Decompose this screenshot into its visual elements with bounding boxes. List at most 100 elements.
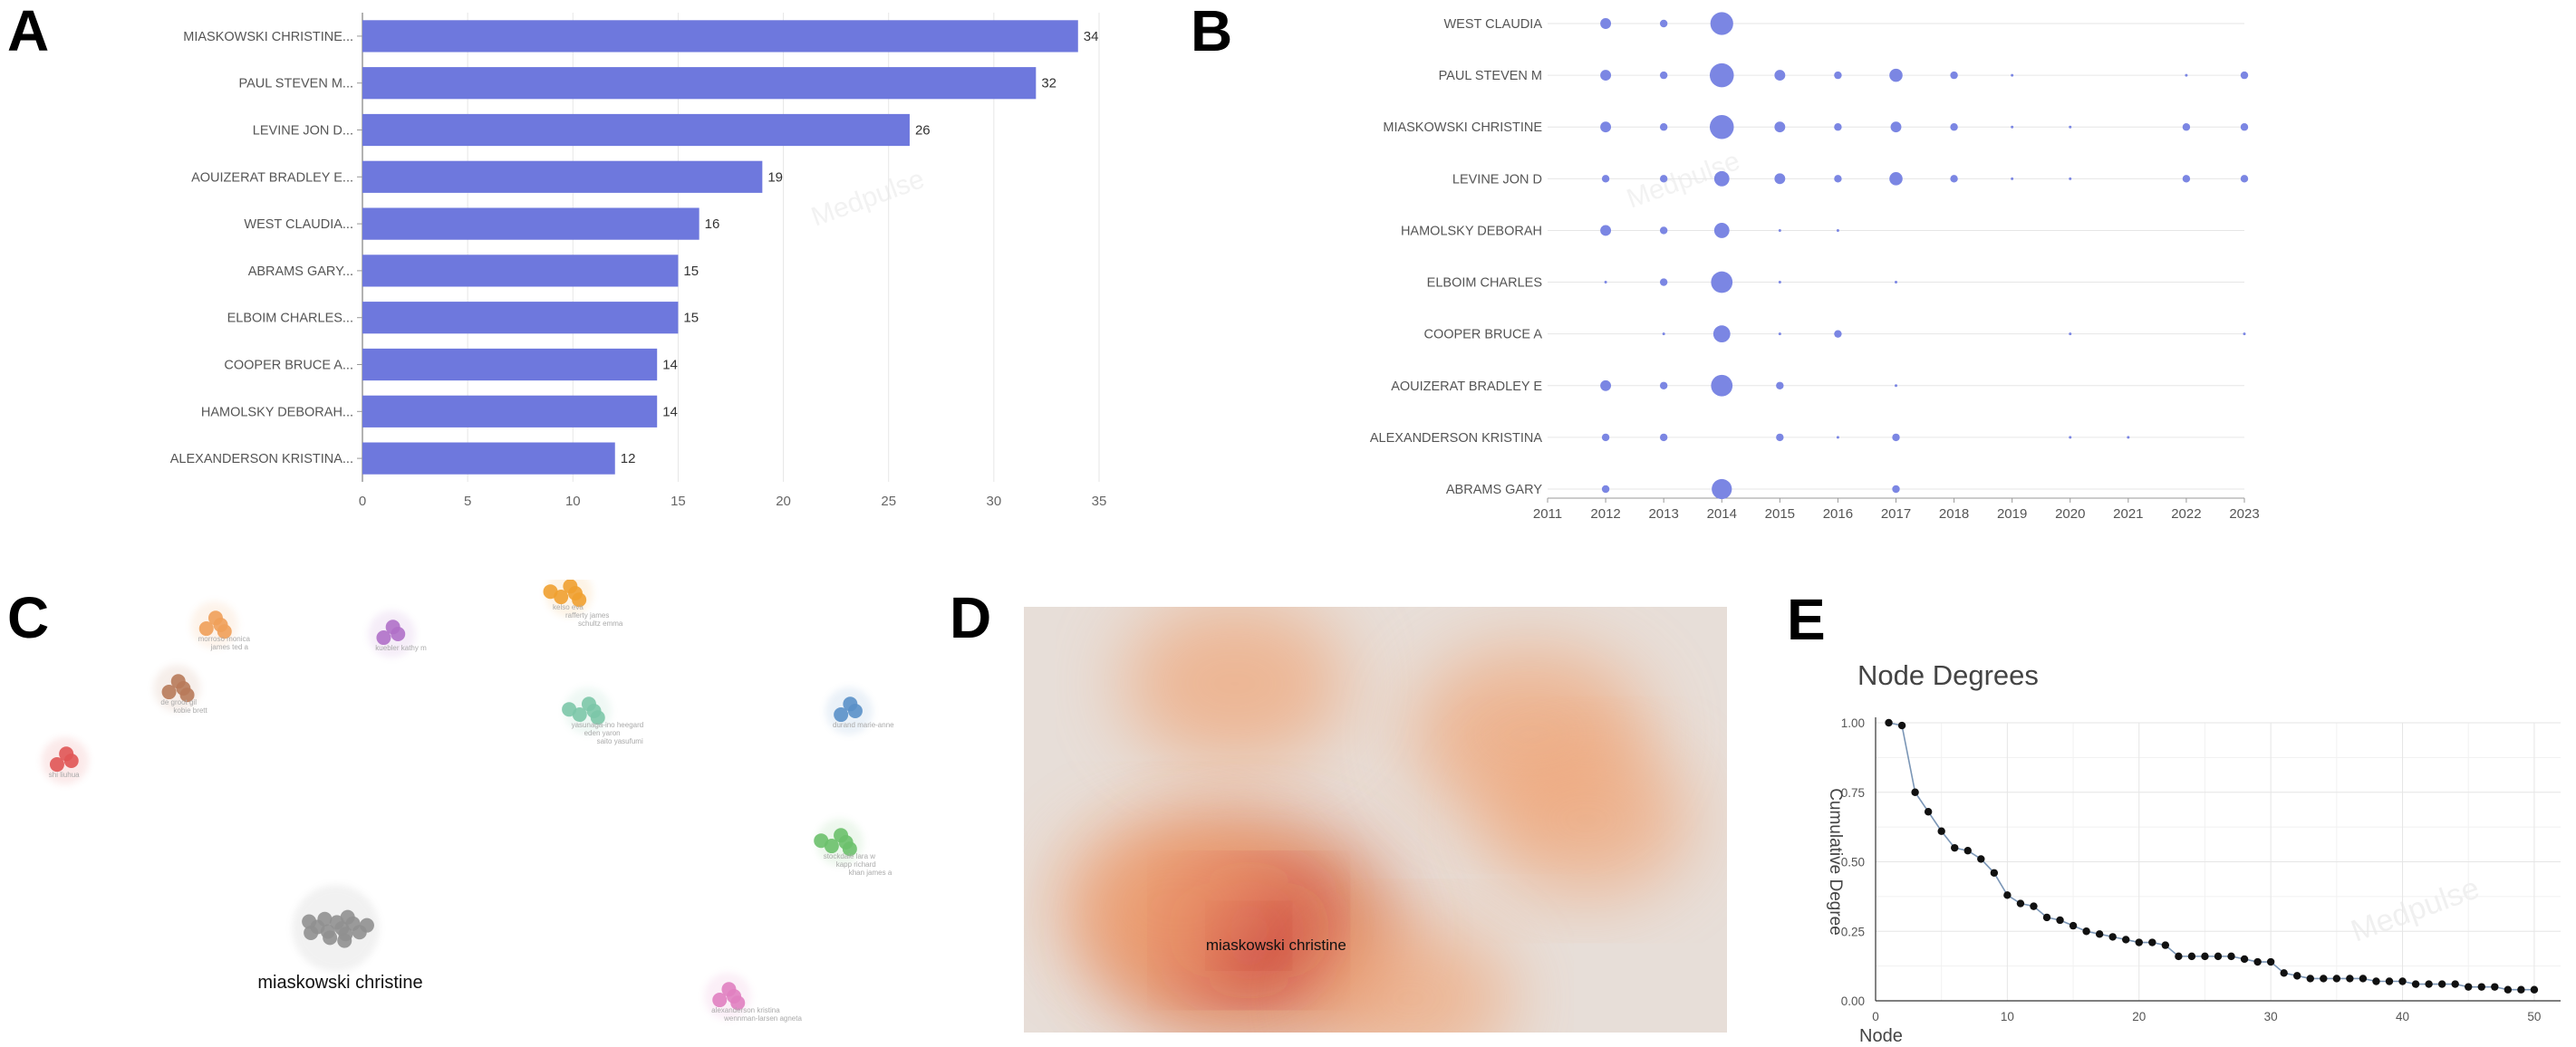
network-node xyxy=(814,833,829,849)
data-point xyxy=(1924,808,1933,816)
data-point xyxy=(2108,933,2117,941)
data-point xyxy=(2069,921,2078,930)
bubble-point xyxy=(2069,177,2072,180)
bubble-point xyxy=(1834,123,1842,131)
author-label: PAUL STEVEN M xyxy=(1439,69,1542,83)
x-tick-label: 0 xyxy=(1872,1010,1879,1023)
category-label: MIASKOWSKI CHRISTINE... xyxy=(183,30,353,44)
chart-d-svg: miaskowski christine xyxy=(1024,607,1727,1033)
network-node xyxy=(543,584,558,600)
data-point xyxy=(2425,980,2433,988)
y-tick-label: 1.00 xyxy=(1841,716,1865,730)
bubble-point xyxy=(1836,228,1839,232)
data-point xyxy=(1963,847,1972,855)
y-tick-label: 0.75 xyxy=(1841,786,1865,800)
data-point xyxy=(2056,916,2064,925)
bubble-point xyxy=(2127,436,2130,439)
x-tick-label: 20 xyxy=(2132,1010,2146,1023)
bubble-point xyxy=(2240,123,2249,131)
year-tick-label: 2012 xyxy=(1590,506,1620,522)
panel-label-c: C xyxy=(7,585,50,650)
category-label: PAUL STEVEN M... xyxy=(239,77,354,91)
data-point xyxy=(2187,952,2196,961)
node-label: khan james a xyxy=(849,869,892,877)
network-node xyxy=(562,702,577,717)
y-tick-label: 0.25 xyxy=(1841,925,1865,938)
year-tick-label: 2023 xyxy=(2229,506,2259,522)
bubble-point xyxy=(1890,121,1902,133)
author-label: ABRAMS GARY xyxy=(1446,483,1542,497)
data-point xyxy=(2201,952,2209,961)
data-point xyxy=(2504,985,2513,994)
node-label: shi liuhua xyxy=(49,771,80,779)
bubble-point xyxy=(1895,281,1897,284)
author-label: ELBOIM CHARLES xyxy=(1427,276,1542,291)
data-point xyxy=(2530,985,2539,994)
cluster: shi liuhua xyxy=(41,737,89,784)
bar xyxy=(362,207,699,240)
network-node xyxy=(843,696,858,712)
network-node xyxy=(302,914,317,929)
bubble-point xyxy=(1659,123,1668,131)
bubble-point xyxy=(1950,71,1958,80)
bubble-point xyxy=(1889,68,1903,82)
category-label: ELBOIM CHARLES... xyxy=(227,312,353,326)
node-label: alexanderson kristina xyxy=(711,1006,780,1014)
bubble-point xyxy=(2185,73,2188,77)
category-label: HAMOLSKY DEBORAH... xyxy=(201,405,353,419)
bubble-point xyxy=(1709,114,1734,139)
data-point xyxy=(2214,952,2223,961)
data-point xyxy=(2332,975,2341,983)
bubble-point xyxy=(1601,433,1610,442)
heat-hotspot xyxy=(1308,923,1513,1033)
bubble-point xyxy=(1659,278,1668,286)
heat-hotspot xyxy=(1056,815,1301,994)
bubble-point xyxy=(1659,433,1668,442)
node-label: schultz emma xyxy=(578,620,623,628)
heat-hotspot xyxy=(1481,742,1693,898)
bubble-point xyxy=(1713,325,1731,343)
data-point xyxy=(1951,843,1959,852)
bubble-point xyxy=(1711,374,1733,397)
year-tick-label: 2022 xyxy=(2171,506,2201,522)
bubble-point xyxy=(2243,332,2246,336)
highlight-label: miaskowski christine xyxy=(1206,937,1346,954)
bar-value-label: 14 xyxy=(662,358,678,373)
network-node xyxy=(572,592,587,608)
bar xyxy=(362,255,679,287)
bubble-point xyxy=(1895,384,1897,388)
data-point xyxy=(2477,983,2485,991)
node-label: kapp richard xyxy=(836,860,876,869)
bubble-point xyxy=(2069,332,2072,336)
node-label: yasunaga-ino heegard xyxy=(572,721,644,729)
data-point xyxy=(2042,913,2051,922)
data-point xyxy=(2161,941,2170,949)
bubble-point xyxy=(1601,485,1610,494)
bubble-point xyxy=(1600,70,1612,82)
bar xyxy=(362,395,658,427)
network-node xyxy=(207,610,223,626)
bubble-point xyxy=(1659,381,1668,389)
node-label: james ted a xyxy=(210,643,249,651)
network-node xyxy=(59,746,74,762)
network-node xyxy=(721,982,737,997)
bubble-point xyxy=(2011,125,2014,129)
data-point xyxy=(2411,980,2420,988)
network-node xyxy=(834,828,849,843)
author-label: AOUIZERAT BRADLEY E xyxy=(1391,379,1542,394)
data-point xyxy=(2030,902,2038,910)
bubble-point xyxy=(1776,433,1784,442)
bubble-point xyxy=(1600,121,1612,133)
bubble-point xyxy=(1950,123,1958,131)
network-node xyxy=(376,630,391,646)
bar-value-label: 19 xyxy=(767,169,783,185)
data-point xyxy=(1977,855,1985,863)
author-label: COOPER BRUCE A xyxy=(1423,328,1542,342)
node-label: eden yaron xyxy=(584,729,621,737)
bubble-point xyxy=(1834,330,1842,338)
x-tick-label: 5 xyxy=(464,494,471,509)
data-point xyxy=(2517,985,2525,994)
bar-value-label: 15 xyxy=(683,264,699,279)
